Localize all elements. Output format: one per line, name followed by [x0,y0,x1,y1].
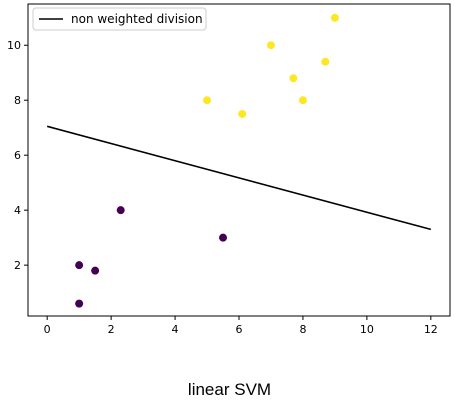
x-tick-label: 0 [44,323,51,336]
chart-caption: linear SVM [187,380,272,399]
legend-box [32,7,207,31]
x-tick-label: 4 [172,323,179,336]
x-axis: 0 2 4 6 8 10 12 [44,316,438,336]
scatter-point-class-1 [321,57,330,66]
scatter-point-class-1 [330,13,339,22]
legend: non weighted division [32,7,207,31]
x-tick-label: 6 [236,323,243,336]
y-tick-label: 6 [14,149,21,162]
scatter-point-class-1 [289,74,298,83]
division-line [46,125,432,231]
scatter-point-class-0 [116,206,125,215]
scatter-point-class-0 [219,233,228,242]
scatter-point-class-0 [91,266,100,275]
y-tick-label: 8 [14,94,21,107]
scatter-point-class-1 [203,96,212,105]
scatter-point-class-1 [238,109,247,118]
decision-lines [46,125,432,231]
x-tick-label: 12 [424,323,438,336]
y-tick-label: 4 [14,204,21,217]
y-tick-label: 2 [14,259,21,272]
x-tick-label: 10 [360,323,374,336]
scatter-point-class-1 [266,41,275,50]
x-tick-label: 2 [108,323,115,336]
scatter-point-class-0 [75,261,84,270]
plot-area [27,3,451,317]
x-tick-label: 8 [299,323,306,336]
y-axis: 2 4 6 8 10 [7,39,28,272]
scatter-point-class-0 [75,299,84,308]
scatter-points [75,13,339,308]
y-tick-label: 10 [7,39,21,52]
legend-label: non weighted division [71,12,203,26]
scatter-point-class-1 [298,96,307,105]
